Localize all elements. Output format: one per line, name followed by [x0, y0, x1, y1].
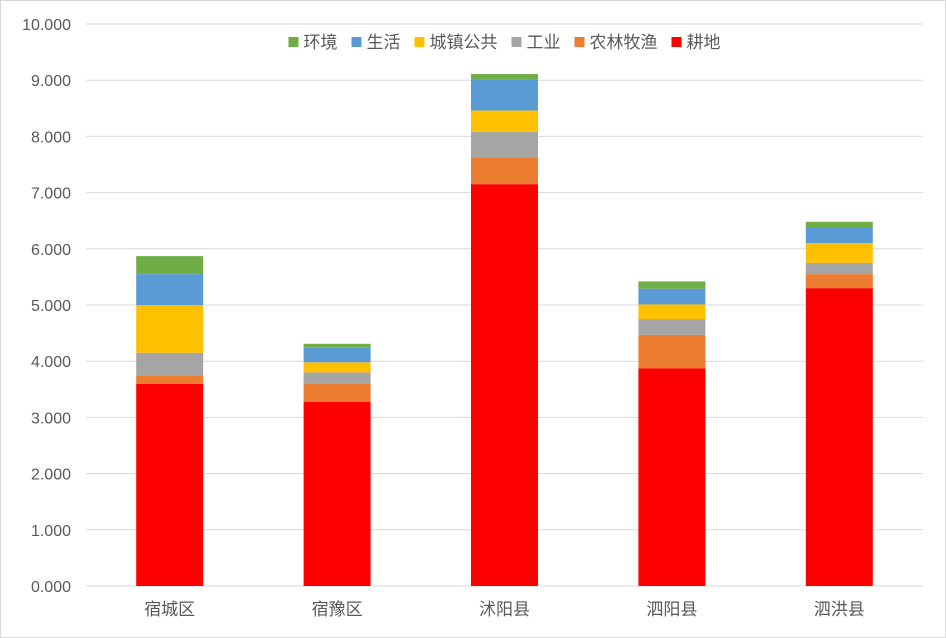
bar-segment — [471, 157, 538, 185]
y-tick-label: 2.000 — [31, 467, 71, 484]
bar-segment — [471, 110, 538, 132]
y-tick-label: 1.000 — [31, 523, 71, 540]
y-tick-label: 5.000 — [31, 298, 71, 315]
x-category-label: 宿城区 — [144, 600, 195, 620]
bar-segment — [805, 227, 873, 244]
x-category-label: 泗洪县 — [814, 600, 865, 620]
bars — [136, 74, 873, 587]
bar-segment — [471, 79, 538, 111]
y-tick-label: 0.000 — [31, 579, 71, 596]
y-axis-ticks: 0.000 1.000 2.000 3.000 4.000 5.000 6.000 7.000… — [22, 17, 71, 596]
bar-segment — [136, 256, 204, 275]
bar-segment — [136, 352, 204, 376]
bar-segment — [136, 375, 204, 384]
bar-segment — [136, 383, 204, 586]
legend-swatch — [414, 37, 425, 47]
legend-label: 耕地 — [687, 33, 721, 53]
bar-segment — [805, 274, 873, 289]
bar-segment — [471, 131, 538, 158]
y-tick-label: 8.000 — [31, 129, 71, 146]
y-tick-label: 7.000 — [31, 186, 71, 203]
bar-segment — [303, 362, 371, 373]
bar-segment — [805, 221, 873, 228]
x-category-label: 宿豫区 — [312, 600, 363, 620]
bar-segment — [805, 288, 873, 586]
bar-segment — [638, 281, 706, 289]
y-tick-label: 4.000 — [31, 354, 71, 371]
bar-segment — [471, 74, 538, 80]
legend: 环境 生活 城镇公共 工业 农林牧渔 耕地 — [288, 33, 721, 53]
bar-segment — [303, 347, 371, 363]
y-tick-label: 10.000 — [22, 17, 71, 34]
legend-swatch — [671, 37, 682, 47]
legend-label: 城镇公共 — [430, 33, 498, 53]
y-tick-label: 6.000 — [31, 242, 71, 259]
legend-swatch — [511, 37, 522, 47]
bar-segment — [638, 368, 706, 586]
bar-segment — [471, 184, 538, 587]
y-tick-label: 9.000 — [31, 73, 71, 90]
legend-swatch — [288, 37, 299, 47]
x-axis-categories: 宿城区 宿豫区 沭阳县 泗阳县 泗洪县 — [144, 600, 865, 620]
legend-swatch — [351, 37, 362, 47]
legend-label: 生活 — [367, 33, 401, 53]
x-category-label: 泗阳县 — [646, 600, 697, 620]
bar-segment — [638, 319, 706, 335]
bar-segment — [303, 343, 371, 348]
bar-segment — [136, 274, 204, 305]
bar-segment — [805, 262, 873, 275]
legend-label: 农林牧渔 — [590, 33, 658, 53]
x-category-label: 沭阳县 — [479, 600, 530, 620]
bar-segment — [303, 372, 371, 384]
bar-segment — [638, 288, 706, 305]
bar-segment — [136, 305, 204, 353]
legend-swatch — [574, 37, 585, 47]
legend-label: 工业 — [527, 33, 561, 53]
bar-segment — [638, 304, 706, 320]
bar-segment — [638, 334, 706, 369]
legend-label: 环境 — [304, 33, 338, 53]
bar-segment — [303, 401, 371, 586]
bar-segment — [303, 383, 371, 402]
bar-segment — [805, 243, 873, 263]
y-tick-label: 3.000 — [31, 410, 71, 427]
